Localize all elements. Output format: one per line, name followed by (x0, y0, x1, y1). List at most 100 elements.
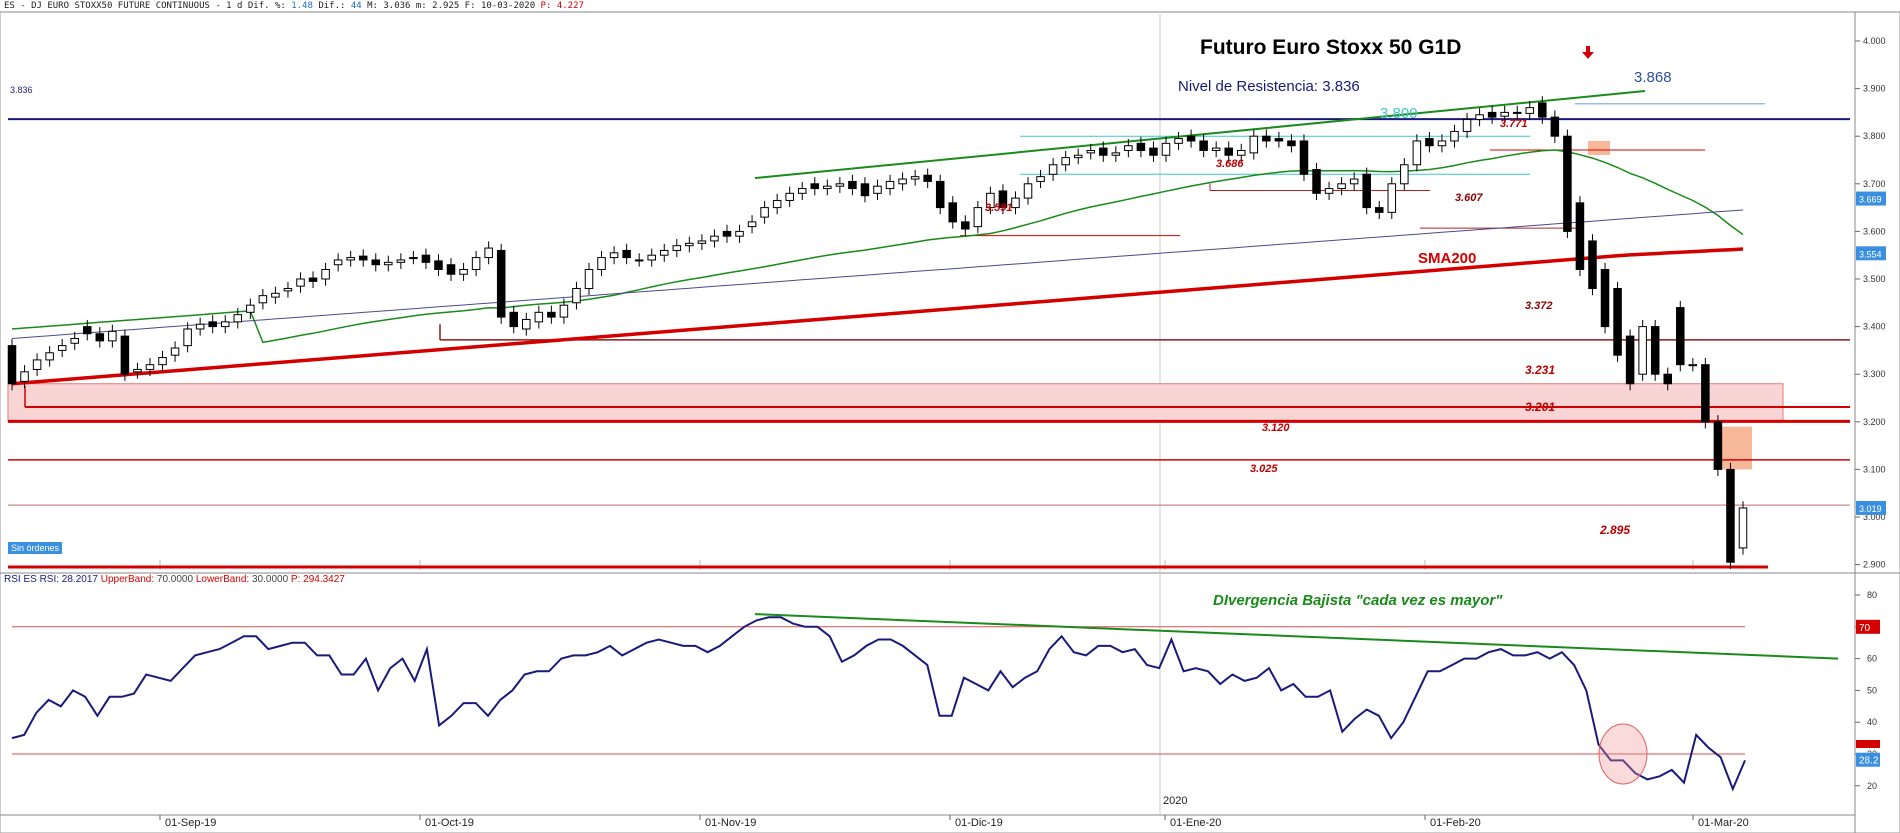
candle-up (45, 352, 54, 361)
candle-up (1349, 178, 1359, 185)
candle-up (785, 192, 794, 201)
orange-box-top (1588, 140, 1610, 155)
rsi-p-label: P: (290, 574, 301, 585)
candle-down (82, 326, 92, 335)
rsi-tag-box (1856, 752, 1880, 767)
x-tick-label: 01-Dic-19 (955, 817, 1003, 829)
candle-up (258, 295, 268, 304)
rsi-p-value: 294.3427 (303, 574, 345, 585)
header-high-value: 3.036 (383, 1, 411, 11)
candle-down (948, 202, 958, 223)
sma200-label: SMA200 (1418, 250, 1476, 267)
candle-up (133, 368, 142, 373)
candle-down (1425, 138, 1434, 147)
candle-up (1011, 197, 1020, 209)
candle-up (1174, 138, 1183, 144)
candle-down (1186, 135, 1196, 142)
candle-up (1324, 188, 1334, 194)
candle-up (1462, 119, 1472, 132)
candle-down (622, 249, 631, 259)
candle-up (195, 323, 205, 330)
sma-short-line (11, 149, 1744, 344)
rsi-tick-label: 60 (1867, 654, 1877, 664)
candle-up (534, 311, 544, 323)
candle-down (1149, 147, 1158, 156)
candle-down (509, 311, 519, 328)
price-tick-label: 4.000 (1863, 36, 1886, 46)
candle-down (998, 190, 1008, 209)
label-3868: 3.868 (1634, 69, 1672, 86)
candle-down (722, 230, 732, 237)
candle-down (923, 174, 932, 182)
rsi-tick-label: 40 (1867, 717, 1877, 727)
candle-down (1487, 111, 1497, 118)
sma-mid-line (11, 209, 1744, 339)
rsi-line (11, 616, 1746, 792)
candle-up (685, 242, 694, 247)
rsi-tick-label: 50 (1867, 685, 1877, 695)
candle-down (446, 264, 456, 275)
candle-down (1224, 147, 1233, 156)
candle-up (459, 268, 468, 275)
candle-up (634, 259, 644, 262)
price-tag-box (1856, 191, 1886, 206)
header-symbol: ES - DJ EURO STOXX50 FUTURE CONTINUOUS - (4, 1, 221, 11)
candle-down (1726, 468, 1735, 563)
candle-up (20, 371, 29, 382)
candle-up (1048, 164, 1058, 175)
candle-down (547, 311, 556, 318)
candle-up (697, 240, 707, 244)
header-dif-value: 44 (350, 1, 362, 11)
header-low-value: 2.925 (432, 1, 460, 11)
price-tick-label: 3.000 (1863, 512, 1886, 522)
rsi-value: 28.2017 (61, 574, 98, 585)
candle-down (308, 277, 318, 282)
rsi-tag-box (1856, 619, 1880, 634)
rsi-divergence-label: DIvergencia Bajista "cada vez es mayor" (1213, 592, 1503, 609)
candle-up (898, 178, 907, 185)
chart-header: ES - DJ EURO STOXX50 FUTURE CONTINUOUS -… (4, 1, 584, 11)
down-arrow-icon (1582, 46, 1594, 59)
header-dif-pct-label: Dif. %: (247, 1, 286, 11)
price-tag-box (1856, 246, 1886, 261)
header-date-value: 10-03-2020 (480, 1, 536, 11)
candle-up (1638, 326, 1647, 375)
label-3120: 3.120 (1262, 422, 1290, 434)
candle-up (1249, 135, 1259, 154)
candle-up (672, 245, 682, 251)
candle-up (1337, 183, 1346, 190)
candle-up (1688, 364, 1698, 367)
candle-down (496, 249, 506, 318)
candle-down (1550, 116, 1560, 137)
candle-up (1211, 147, 1221, 151)
candle-down (1512, 111, 1522, 114)
label-3591: 3.591 (985, 202, 1013, 214)
candle-down (421, 254, 431, 263)
price-chart-title: Futuro Euro Stoxx 50 G1D (1200, 36, 1461, 59)
candle-up (772, 199, 782, 209)
x-tick-label: 01-Feb-20 (1430, 817, 1481, 829)
candle-up (659, 249, 669, 256)
candle-up (296, 278, 305, 287)
candle-up (910, 176, 920, 180)
x-tick-label: 01-Ene-20 (1170, 817, 1221, 829)
candle-up (1400, 164, 1409, 185)
header-low-label: m: (415, 1, 427, 11)
rsi-tick-label: 80 (1867, 590, 1877, 600)
candle-up (1525, 107, 1535, 114)
candle-down (1613, 288, 1622, 356)
candle-up (986, 192, 995, 209)
candle-up (246, 304, 255, 313)
candle-down (7, 345, 17, 385)
price-tick-label: 3.500 (1863, 274, 1886, 284)
candle-up (1738, 507, 1748, 549)
candle-up (710, 235, 719, 242)
x-tick-label: 01-Oct-19 (425, 817, 474, 829)
sin-ordenes-badge[interactable]: Sin órdenes (8, 542, 63, 554)
label-2895: 2.895 (1599, 523, 1630, 537)
candle-up (1475, 114, 1484, 121)
upper-trendline (754, 89, 1646, 180)
candle-up (1161, 142, 1171, 156)
candle-up (873, 185, 882, 194)
candle-up (647, 254, 656, 261)
